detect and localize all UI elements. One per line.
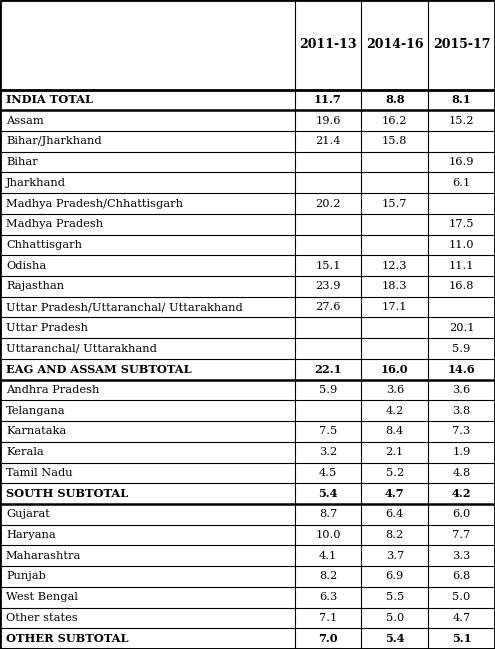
Text: 3.6: 3.6 bbox=[386, 385, 404, 395]
Text: Odisha: Odisha bbox=[6, 261, 46, 271]
Text: 5.5: 5.5 bbox=[386, 592, 404, 602]
Text: 5.0: 5.0 bbox=[386, 613, 404, 623]
Text: 3.8: 3.8 bbox=[452, 406, 471, 416]
Text: 11.0: 11.0 bbox=[449, 240, 474, 250]
Text: 8.2: 8.2 bbox=[319, 572, 337, 582]
Text: Bihar: Bihar bbox=[6, 157, 38, 167]
Text: 8.7: 8.7 bbox=[319, 509, 337, 519]
Text: 4.7: 4.7 bbox=[385, 488, 404, 499]
Text: 15.1: 15.1 bbox=[315, 261, 341, 271]
Text: Jharkhand: Jharkhand bbox=[6, 178, 66, 188]
Text: 14.6: 14.6 bbox=[448, 364, 475, 374]
Text: 5.4: 5.4 bbox=[385, 633, 404, 644]
Text: 17.1: 17.1 bbox=[382, 302, 407, 312]
Text: Maharashtra: Maharashtra bbox=[6, 551, 81, 561]
Text: Rajasthan: Rajasthan bbox=[6, 282, 64, 291]
Text: 5.9: 5.9 bbox=[319, 385, 337, 395]
Text: 23.9: 23.9 bbox=[315, 282, 341, 291]
Text: 17.5: 17.5 bbox=[449, 219, 474, 229]
Text: 8.4: 8.4 bbox=[386, 426, 404, 436]
Text: Madhya Pradesh: Madhya Pradesh bbox=[6, 219, 103, 229]
Text: 8.2: 8.2 bbox=[386, 530, 404, 540]
Text: SOUTH SUBTOTAL: SOUTH SUBTOTAL bbox=[6, 488, 128, 499]
Text: 4.2: 4.2 bbox=[452, 488, 471, 499]
Text: 27.6: 27.6 bbox=[315, 302, 341, 312]
Text: Uttaranchal/ Uttarakhand: Uttaranchal/ Uttarakhand bbox=[6, 343, 157, 354]
Text: Bihar/Jharkhand: Bihar/Jharkhand bbox=[6, 136, 101, 147]
Text: 7.7: 7.7 bbox=[452, 530, 471, 540]
Text: Haryana: Haryana bbox=[6, 530, 56, 540]
Text: 7.0: 7.0 bbox=[318, 633, 338, 644]
Text: 15.7: 15.7 bbox=[382, 199, 407, 208]
Text: 5.0: 5.0 bbox=[452, 592, 471, 602]
Text: 6.0: 6.0 bbox=[452, 509, 471, 519]
Text: Uttar Pradesh: Uttar Pradesh bbox=[6, 323, 88, 333]
Text: 4.2: 4.2 bbox=[386, 406, 404, 416]
Text: Punjab: Punjab bbox=[6, 572, 46, 582]
Text: 3.7: 3.7 bbox=[386, 551, 404, 561]
Text: 4.8: 4.8 bbox=[452, 468, 471, 478]
Text: 16.9: 16.9 bbox=[449, 157, 474, 167]
Text: 12.3: 12.3 bbox=[382, 261, 407, 271]
Text: Karnataka: Karnataka bbox=[6, 426, 66, 436]
Text: 6.4: 6.4 bbox=[386, 509, 404, 519]
Text: 19.6: 19.6 bbox=[315, 116, 341, 126]
Text: 3.6: 3.6 bbox=[452, 385, 471, 395]
Text: EAG AND ASSAM SUBTOTAL: EAG AND ASSAM SUBTOTAL bbox=[6, 364, 192, 374]
Text: West Bengal: West Bengal bbox=[6, 592, 78, 602]
Text: 15.2: 15.2 bbox=[449, 116, 474, 126]
Text: 4.1: 4.1 bbox=[319, 551, 337, 561]
Text: 3.3: 3.3 bbox=[452, 551, 471, 561]
Text: 21.4: 21.4 bbox=[315, 136, 341, 147]
Text: 6.8: 6.8 bbox=[452, 572, 471, 582]
Text: 2015-17: 2015-17 bbox=[433, 38, 491, 51]
Text: 7.3: 7.3 bbox=[452, 426, 471, 436]
Text: 2011-13: 2011-13 bbox=[299, 38, 357, 51]
Text: 8.1: 8.1 bbox=[452, 94, 471, 105]
Text: 4.7: 4.7 bbox=[452, 613, 471, 623]
Text: 20.1: 20.1 bbox=[449, 323, 474, 333]
Text: Telangana: Telangana bbox=[6, 406, 65, 416]
Text: 15.8: 15.8 bbox=[382, 136, 407, 147]
Text: 16.2: 16.2 bbox=[382, 116, 407, 126]
Text: 16.0: 16.0 bbox=[381, 364, 408, 374]
Text: 10.0: 10.0 bbox=[315, 530, 341, 540]
Text: Uttar Pradesh/Uttaranchal/ Uttarakhand: Uttar Pradesh/Uttaranchal/ Uttarakhand bbox=[6, 302, 243, 312]
Text: Assam: Assam bbox=[6, 116, 44, 126]
Text: Chhattisgarh: Chhattisgarh bbox=[6, 240, 82, 250]
Text: Tamil Nadu: Tamil Nadu bbox=[6, 468, 73, 478]
Text: Madhya Pradesh/Chhattisgarh: Madhya Pradesh/Chhattisgarh bbox=[6, 199, 183, 208]
Text: 16.8: 16.8 bbox=[449, 282, 474, 291]
Text: 7.5: 7.5 bbox=[319, 426, 337, 436]
Text: 6.1: 6.1 bbox=[452, 178, 471, 188]
Text: INDIA TOTAL: INDIA TOTAL bbox=[6, 94, 93, 105]
Text: Gujarat: Gujarat bbox=[6, 509, 50, 519]
Text: OTHER SUBTOTAL: OTHER SUBTOTAL bbox=[6, 633, 128, 644]
Text: 2014-16: 2014-16 bbox=[366, 38, 424, 51]
Text: 11.1: 11.1 bbox=[449, 261, 474, 271]
Text: 3.2: 3.2 bbox=[319, 447, 337, 457]
Text: 5.4: 5.4 bbox=[318, 488, 338, 499]
Text: 11.7: 11.7 bbox=[314, 94, 342, 105]
Text: 5.2: 5.2 bbox=[386, 468, 404, 478]
Text: 20.2: 20.2 bbox=[315, 199, 341, 208]
Text: Other states: Other states bbox=[6, 613, 78, 623]
Text: 6.3: 6.3 bbox=[319, 592, 337, 602]
Text: 2.1: 2.1 bbox=[386, 447, 404, 457]
Text: Andhra Pradesh: Andhra Pradesh bbox=[6, 385, 99, 395]
Text: 1.9: 1.9 bbox=[452, 447, 471, 457]
Text: 6.9: 6.9 bbox=[386, 572, 404, 582]
Text: 4.5: 4.5 bbox=[319, 468, 337, 478]
Text: 22.1: 22.1 bbox=[314, 364, 342, 374]
Text: 5.9: 5.9 bbox=[452, 343, 471, 354]
Text: 18.3: 18.3 bbox=[382, 282, 407, 291]
Text: 8.8: 8.8 bbox=[385, 94, 404, 105]
Text: 5.1: 5.1 bbox=[452, 633, 471, 644]
Text: 7.1: 7.1 bbox=[319, 613, 337, 623]
Text: Kerala: Kerala bbox=[6, 447, 44, 457]
